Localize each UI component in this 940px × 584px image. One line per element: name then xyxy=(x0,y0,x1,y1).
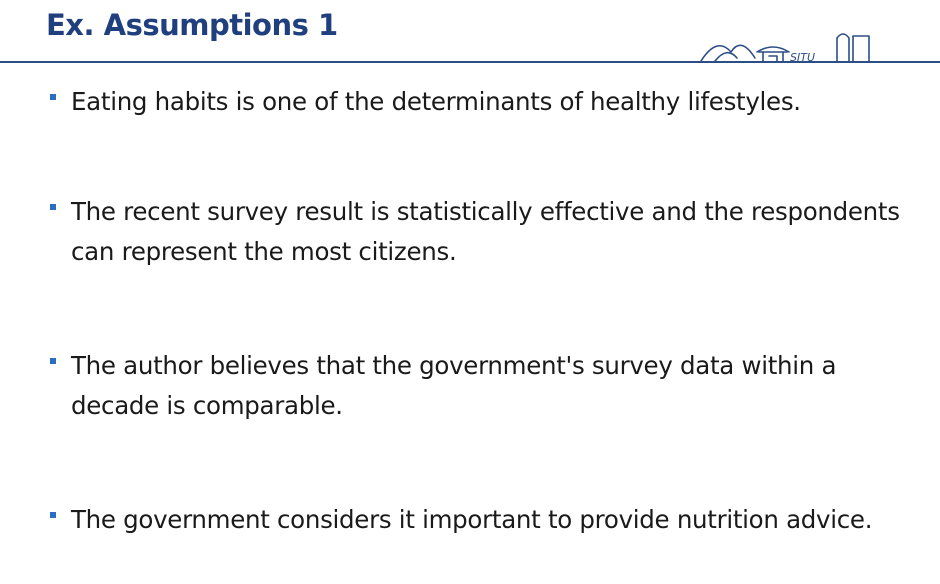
square-bullet-icon xyxy=(50,512,56,518)
bullet-text: The government considers it important to… xyxy=(71,505,873,534)
square-bullet-icon xyxy=(50,358,56,364)
bullet-text: Eating habits is one of the determinants… xyxy=(71,87,801,116)
bullet-item: Eating habits is one of the determinants… xyxy=(50,82,930,122)
bullet-item: The recent survey result is statisticall… xyxy=(50,192,930,272)
slide-title: Ex. Assumptions 1 xyxy=(46,8,338,42)
logo-text: SJTU xyxy=(790,51,815,64)
header-divider xyxy=(0,61,940,63)
bullet-item: The author believes that the government'… xyxy=(50,346,930,426)
bullet-text: The recent survey result is statisticall… xyxy=(71,197,900,266)
university-logo-icon: SJTU xyxy=(700,33,870,64)
square-bullet-icon xyxy=(50,94,56,100)
bullet-item: The government considers it important to… xyxy=(50,500,930,540)
square-bullet-icon xyxy=(50,204,56,210)
bullet-text: The author believes that the government'… xyxy=(71,351,837,420)
